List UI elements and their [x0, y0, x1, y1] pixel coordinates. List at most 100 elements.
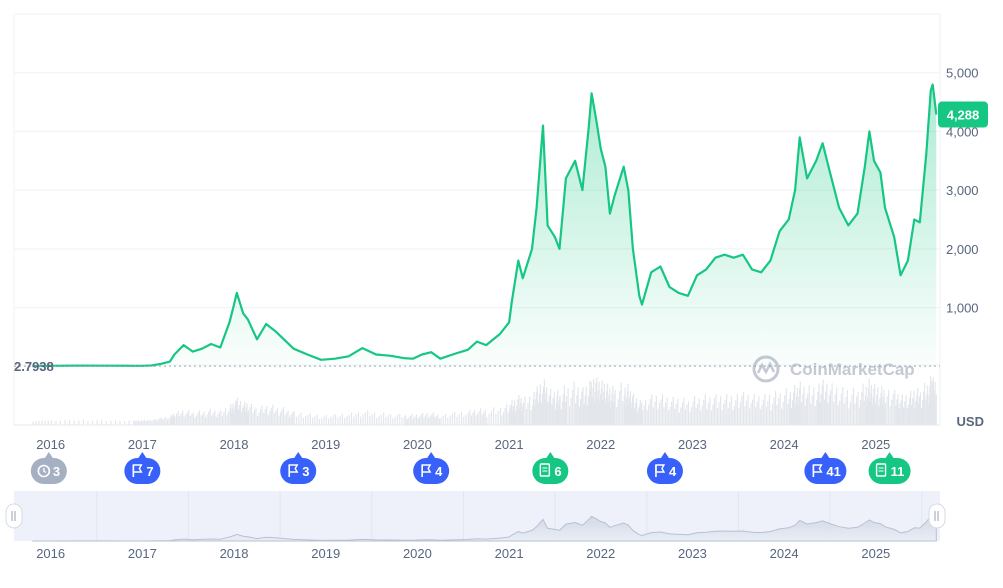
volume-bar — [532, 405, 534, 425]
volume-bar — [503, 411, 505, 425]
volume-bar — [575, 403, 577, 425]
volume-bar — [612, 385, 614, 425]
y-tick-label: 3,000 — [946, 183, 979, 198]
volume-bar — [341, 414, 343, 425]
volume-bar — [649, 398, 651, 425]
volume-bar — [561, 401, 563, 425]
volume-bar — [495, 413, 497, 425]
volume-bar — [220, 410, 222, 425]
volume-bar — [895, 405, 897, 425]
volume-bar — [655, 395, 657, 425]
volume-bar — [205, 417, 207, 425]
volume-bar — [403, 416, 405, 425]
volume-bar — [134, 421, 136, 425]
volume-bar — [454, 412, 456, 425]
volume-bar — [885, 402, 887, 425]
navigator-right-handle[interactable] — [928, 503, 946, 529]
volume-bar — [136, 420, 138, 425]
volume-bar — [794, 384, 796, 425]
volume-bar — [677, 399, 679, 425]
volume-bar — [530, 410, 532, 425]
volume-bar — [252, 412, 254, 425]
volume-bar — [577, 387, 579, 425]
volume-bar — [601, 380, 603, 425]
volume-bar — [814, 405, 816, 425]
navigator-tick-label: 2017 — [128, 546, 157, 561]
flag-icon — [132, 464, 143, 477]
volume-bar — [233, 413, 235, 425]
volume-bar — [244, 411, 246, 425]
volume-bar — [212, 413, 214, 425]
event-marker-clock[interactable]: 3 — [30, 452, 67, 484]
navigator-tick-label: 2025 — [861, 546, 890, 561]
price-line[interactable] — [32, 83, 938, 368]
volume-bar — [891, 399, 893, 425]
volume-bar — [767, 401, 769, 425]
volume-bar — [481, 414, 483, 425]
volume-bar — [648, 404, 650, 425]
volume-bar — [870, 393, 872, 425]
volume-bar — [851, 394, 853, 425]
volume-bar — [298, 414, 300, 425]
event-marker-flag[interactable]: 41 — [804, 452, 847, 484]
event-marker-flag[interactable]: 4 — [413, 452, 450, 484]
volume-bar — [173, 417, 175, 425]
event-markers[interactable]: 3 7 3 4 6 4 41 11 — [30, 452, 911, 484]
volume-bar — [804, 405, 806, 425]
volume-bar — [183, 416, 185, 425]
volume-bar — [511, 411, 513, 425]
start-price-label: 2.7938 — [14, 359, 54, 374]
flag-icon — [421, 464, 432, 477]
volume-bar — [565, 396, 568, 425]
volume-bar — [236, 397, 238, 425]
volume-bar — [415, 414, 418, 425]
x-tick-label: 2016 — [36, 437, 65, 452]
volume-bar — [281, 409, 283, 425]
volume-bar — [920, 407, 923, 425]
volume-bar — [684, 409, 686, 425]
volume-bar — [901, 394, 903, 425]
volume-bar — [789, 391, 791, 425]
event-marker-flag[interactable]: 7 — [124, 452, 161, 484]
volume-bar — [628, 404, 630, 425]
current-price-badge: 4,288 — [938, 101, 988, 128]
volume-bar — [258, 412, 260, 425]
volume-bar — [180, 413, 182, 425]
volume-bar — [576, 395, 578, 425]
event-marker-flag[interactable]: 4 — [646, 452, 683, 484]
volume-bar — [886, 396, 888, 425]
volume-bar — [897, 394, 899, 425]
event-marker-count: 41 — [826, 464, 840, 479]
volume-bar — [110, 420, 112, 425]
navigator-left-handle[interactable] — [5, 503, 23, 529]
volume-bar — [646, 410, 648, 425]
volume-bar — [73, 420, 75, 425]
volume-bar — [738, 408, 740, 425]
volume-bar — [409, 415, 411, 425]
event-marker-flag[interactable]: 3 — [280, 452, 317, 484]
volume-bar — [544, 400, 546, 425]
volume-bar — [552, 398, 554, 425]
volume-bar — [444, 414, 447, 425]
event-marker-doc[interactable]: 11 — [868, 452, 911, 484]
volume-bar — [857, 391, 859, 425]
volume-bar — [854, 403, 856, 425]
volume-bar — [735, 400, 737, 425]
event-marker-count: 4 — [669, 464, 677, 479]
volume-bar — [198, 410, 201, 425]
event-marker-doc[interactable]: 6 — [532, 452, 569, 484]
volume-bar — [348, 414, 350, 425]
volume-bar — [695, 407, 697, 425]
volume-bar — [750, 403, 752, 425]
volume-bar — [606, 383, 609, 425]
volume-bar — [200, 415, 202, 425]
volume-bar — [864, 395, 866, 425]
volume-bar — [154, 419, 156, 425]
volume-bar — [874, 384, 876, 425]
x-tick-label: 2017 — [128, 437, 157, 452]
volume-bar — [706, 409, 708, 425]
volume-bar — [237, 409, 240, 425]
volume-bar — [922, 400, 924, 425]
volume-bar — [558, 399, 560, 425]
